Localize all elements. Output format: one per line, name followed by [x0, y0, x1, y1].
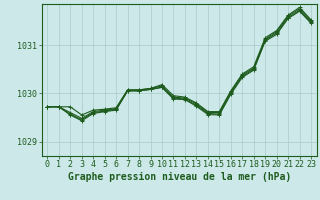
X-axis label: Graphe pression niveau de la mer (hPa): Graphe pression niveau de la mer (hPa): [68, 172, 291, 182]
